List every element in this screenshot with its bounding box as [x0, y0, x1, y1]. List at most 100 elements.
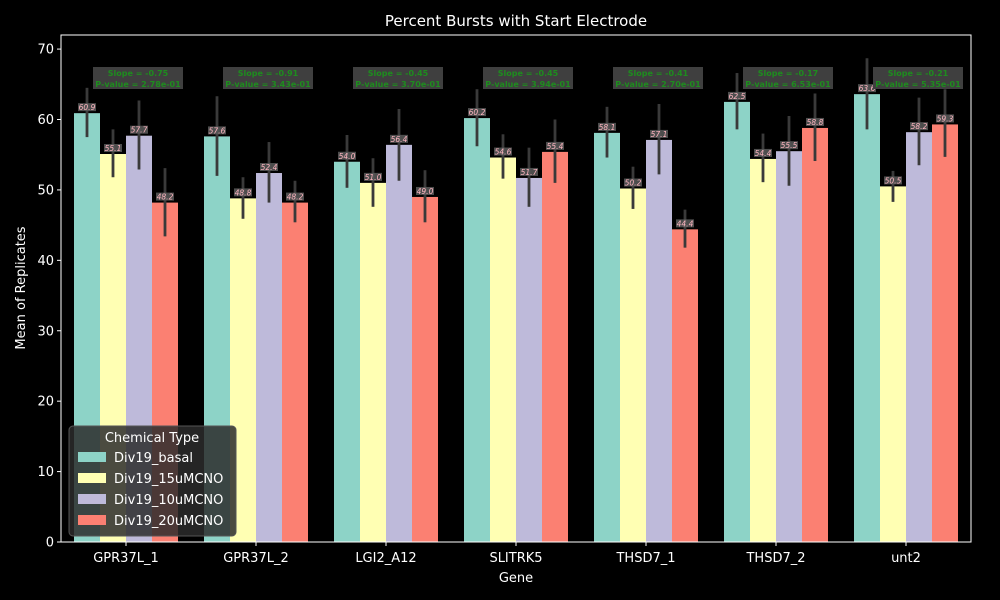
value-label-GPR37L_2-Div19_20uMCNO: 48.2: [287, 193, 304, 202]
value-label-box: [468, 108, 486, 117]
value-label-unt2-Div19_basal: 63.6: [859, 84, 876, 93]
x-axis-label: Gene: [499, 571, 533, 586]
bar-THSD7_1-Div19_15uMCNO: [620, 188, 646, 542]
value-label-box: [884, 176, 902, 185]
value-label-box: [936, 114, 954, 123]
legend-swatch-Div19_15uMCNO: [78, 473, 106, 483]
legend-label-Div19_10uMCNO: Div19_10uMCNO: [114, 493, 223, 508]
value-label-SLITRK5-Div19_basal: 60.2: [469, 108, 486, 117]
x-axis: GPR37L_1 GPR37L_2 LGI2_A12 SLITRK5 THSD7_1 TH…: [93, 542, 921, 566]
value-label-SLITRK5-Div19_15uMCNO: 54.6: [495, 148, 512, 157]
legend-label-Div19_basal: Div19_basal: [114, 451, 193, 466]
value-label-box: [338, 151, 356, 160]
value-label-unt2-Div19_15uMCNO: 50.5: [885, 176, 902, 185]
bar-THSD7_2-Div19_basal: [724, 101, 750, 542]
value-label-unt2-Div19_20uMCNO: 59.3: [937, 114, 954, 123]
annotation-box: [223, 67, 313, 89]
value-label-GPR37L_2-Div19_basal: 57.6: [209, 126, 226, 135]
annotation-pvalue-SLITRK5: P-value = 3.94e-01: [485, 80, 571, 89]
y-tick-label: 50: [37, 183, 54, 198]
value-label-box: [598, 122, 616, 131]
value-label-box: [260, 163, 278, 172]
annotation-pvalue-LGI2_A12: P-value = 3.70e-01: [355, 80, 441, 89]
errorbars-layer: [85, 58, 947, 248]
annotation-box: [353, 67, 443, 89]
value-label-GPR37L_1-Div19_15uMCNO: 55.1: [105, 144, 122, 153]
annotation-slope-GPR37L_1: Slope = -0.75: [108, 69, 169, 78]
y-axis-label: Mean of Replicates: [14, 226, 29, 349]
value-label-box: [208, 126, 226, 135]
x-tick-label-LGI2_A12: LGI2_A12: [355, 551, 416, 566]
value-label-box: [650, 129, 668, 138]
annotation-slope-GPR37L_2: Slope = -0.91: [238, 69, 299, 78]
value-label-LGI2_A12-Div19_20uMCNO: 49.0: [417, 187, 434, 196]
value-label-box: [806, 117, 824, 126]
value-label-THSD7_2-Div19_10uMCNO: 55.5: [781, 141, 798, 150]
y-tick-label: 40: [37, 254, 54, 269]
value-label-THSD7_1-Div19_15uMCNO: 50.2: [625, 179, 642, 188]
value-label-THSD7_2-Div19_basal: 62.5: [729, 92, 746, 101]
annotation-pvalue-GPR37L_1: P-value = 2.78e-01: [95, 80, 181, 89]
bar-unt2-Div19_20uMCNO: [932, 124, 958, 542]
value-label-LGI2_A12-Div19_15uMCNO: 51.0: [365, 173, 382, 182]
value-label-THSD7_2-Div19_20uMCNO: 58.8: [807, 118, 824, 127]
y-tick-label: 0: [46, 536, 54, 551]
value-label-box: [624, 178, 642, 187]
bar-THSD7_1-Div19_basal: [594, 132, 620, 543]
annotation-slope-LGI2_A12: Slope = -0.45: [368, 69, 429, 78]
plot-frame: [60, 34, 972, 543]
x-tick-label-unt2: unt2: [891, 551, 921, 566]
legend-label-Div19_20uMCNO: Div19_20uMCNO: [114, 514, 223, 529]
bar-LGI2_A12-Div19_basal: [334, 161, 360, 542]
bar-THSD7_2-Div19_20uMCNO: [802, 127, 828, 542]
value-label-GPR37L_1-Div19_basal: 60.9: [79, 103, 96, 112]
annotation-slope-THSD7_1: Slope = -0.41: [628, 69, 689, 78]
bar-THSD7_2-Div19_10uMCNO: [776, 151, 802, 542]
bar-LGI2_A12-Div19_15uMCNO: [360, 182, 386, 542]
annotation-box: [613, 67, 703, 89]
x-tick-label-GPR37L_2: GPR37L_2: [223, 551, 289, 566]
legend-frame: [68, 425, 237, 537]
annotation-box: [93, 67, 183, 89]
value-label-THSD7_2-Div19_15uMCNO: 54.4: [755, 149, 772, 158]
value-label-box: [754, 148, 772, 157]
value-labels-layer: 60.9 55.1 57.7 48.2 57.6 48.8 52.4 48.2 54.0 51.0…: [78, 84, 954, 228]
value-label-box: [416, 186, 434, 195]
bar-unt2-Div19_10uMCNO: [906, 132, 932, 543]
value-label-box: [520, 167, 538, 176]
annotation-box: [873, 67, 963, 89]
y-tick-label: 30: [37, 324, 54, 339]
value-label-LGI2_A12-Div19_basal: 54.0: [339, 152, 356, 161]
bar-LGI2_A12-Div19_20uMCNO: [412, 196, 438, 543]
value-label-SLITRK5-Div19_20uMCNO: 55.4: [547, 142, 564, 151]
annotation-pvalue-unt2: P-value = 5.35e-01: [875, 80, 961, 89]
value-label-SLITRK5-Div19_10uMCNO: 51.7: [521, 168, 538, 177]
value-label-GPR37L_1-Div19_10uMCNO: 57.7: [131, 126, 148, 135]
value-label-LGI2_A12-Div19_10uMCNO: 56.4: [391, 135, 408, 144]
bar-unt2-Div19_15uMCNO: [880, 186, 906, 543]
annotation-slope-unt2: Slope = -0.21: [888, 69, 949, 78]
legend-swatch-Div19_basal: [78, 452, 106, 462]
value-label-box: [910, 122, 928, 131]
value-label-box: [104, 144, 122, 153]
value-label-box: [286, 192, 304, 201]
value-label-box: [676, 219, 694, 228]
bar-LGI2_A12-Div19_10uMCNO: [386, 144, 412, 542]
legend: Chemical Type Div19_basal Div19_15uMCNO Div…: [68, 425, 237, 537]
value-label-GPR37L_1-Div19_20uMCNO: 48.2: [157, 193, 174, 202]
annotation-pvalue-GPR37L_2: P-value = 3.43e-01: [225, 80, 311, 89]
chart-title: Percent Bursts with Start Electrode: [385, 12, 647, 30]
x-tick-label-SLITRK5: SLITRK5: [489, 551, 542, 566]
y-tick-label: 60: [37, 113, 54, 128]
legend-title: Chemical Type: [105, 431, 199, 446]
x-tick-label-THSD7_1: THSD7_1: [615, 551, 675, 566]
value-label-box: [546, 141, 564, 150]
value-label-THSD7_1-Div19_20uMCNO: 44.4: [677, 219, 694, 228]
annotation-pvalue-THSD7_1: P-value = 2.70e-01: [615, 80, 701, 89]
y-tick-label: 70: [37, 43, 54, 58]
y-tick-label: 20: [37, 395, 54, 410]
bar-unt2-Div19_basal: [854, 94, 880, 543]
value-label-box: [728, 91, 746, 100]
bars-layer: [74, 94, 958, 543]
